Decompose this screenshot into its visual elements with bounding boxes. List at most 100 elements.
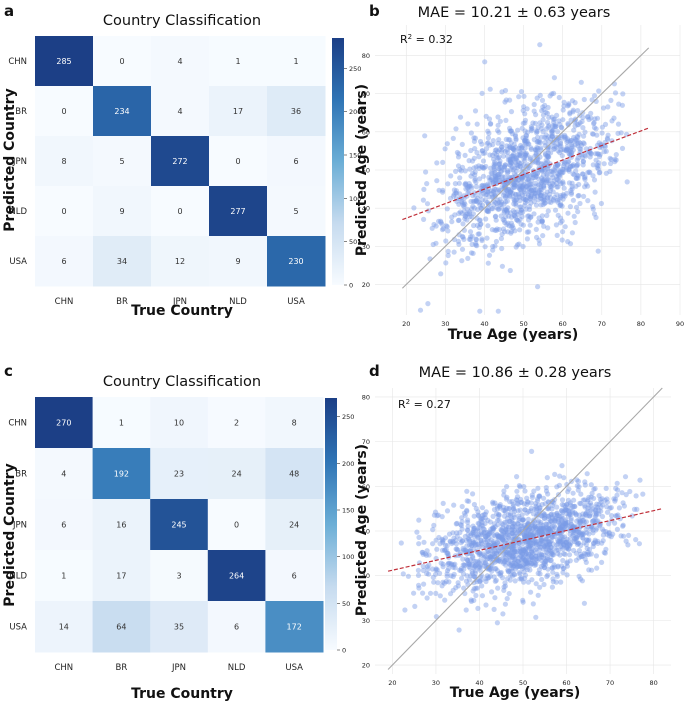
scatter-point — [541, 193, 547, 200]
scatter-point — [514, 500, 520, 506]
scatter-point — [497, 559, 504, 565]
scatter-point — [522, 535, 528, 541]
scatter-point — [557, 522, 564, 528]
scatter-point — [484, 235, 490, 241]
scatter-point — [567, 531, 573, 537]
scatter-point — [509, 568, 515, 574]
scatter-point — [572, 123, 578, 129]
scatter-point — [472, 108, 479, 114]
scatter-point — [457, 529, 463, 536]
scatter-point — [577, 120, 583, 126]
scatter-point — [437, 541, 443, 547]
scatter-point — [530, 540, 537, 546]
scatter-point — [492, 243, 498, 249]
scatter-point — [471, 565, 477, 571]
scatter-point — [506, 223, 512, 229]
scatter-point — [529, 178, 535, 184]
scatter-point — [468, 198, 474, 205]
scatter-point — [574, 518, 580, 524]
scatter-point — [518, 553, 524, 560]
scatter-point — [499, 231, 505, 237]
scatter-point — [532, 193, 538, 199]
scatter-point — [471, 531, 477, 537]
scatter-point — [500, 192, 507, 198]
scatter-point — [518, 552, 524, 559]
scatter-point — [555, 171, 561, 177]
scatter-point — [567, 149, 573, 155]
scatter-point — [467, 561, 473, 568]
scatter-point — [499, 147, 505, 153]
scatter-point — [480, 526, 486, 532]
scatter-point — [553, 163, 559, 169]
scatter-point — [507, 190, 513, 196]
scatter-point — [518, 499, 524, 505]
scatter-point — [566, 552, 573, 558]
scatter-point — [582, 556, 588, 562]
scatter-point — [460, 556, 466, 562]
scatter-point — [522, 560, 529, 566]
scatter-point — [507, 156, 513, 163]
scatter-point — [453, 521, 459, 527]
scatter-point — [525, 499, 531, 505]
heatmap-cell — [93, 86, 152, 137]
scatter-point — [529, 560, 536, 567]
scatter-point — [536, 493, 542, 499]
cell-value-label: 16 — [116, 521, 126, 530]
scatter-point — [604, 135, 611, 141]
scatter-point — [480, 544, 486, 550]
scatter-point — [567, 558, 573, 564]
scatter-point — [499, 168, 505, 174]
scatter-point — [466, 158, 472, 164]
scatter-point — [524, 534, 530, 540]
scatter-point — [424, 595, 430, 601]
scatter-point — [578, 542, 584, 549]
scatter-point — [518, 207, 525, 213]
scatter-point — [559, 218, 565, 224]
scatter-point — [561, 502, 567, 508]
scatter-point — [583, 153, 589, 159]
scatter-point — [511, 147, 517, 153]
scatter-point — [600, 538, 606, 544]
scatter-point — [519, 557, 525, 563]
scatter-point — [595, 166, 602, 172]
scatter-point — [551, 90, 557, 96]
scatter-point — [514, 180, 520, 186]
scatter-point — [533, 500, 539, 507]
scatter-point — [629, 513, 635, 519]
scatter-point — [505, 560, 511, 566]
scatter-point — [539, 108, 545, 114]
scatter-point — [439, 547, 446, 553]
x-tick-label: BR — [116, 297, 128, 307]
scatter-point — [504, 193, 510, 199]
scatter-point — [459, 538, 465, 544]
scatter-point — [469, 233, 475, 239]
scatter-point — [495, 536, 501, 543]
scatter-point — [516, 94, 522, 100]
scatter-point — [503, 117, 509, 123]
heatmap-cell — [209, 36, 268, 87]
scatter-point — [560, 546, 566, 552]
scatter-point — [591, 540, 597, 546]
scatter-point — [530, 120, 536, 126]
scatter-point — [619, 145, 626, 151]
scatter-point — [475, 525, 481, 531]
y-tick-label: NLD — [9, 207, 27, 217]
scatter-point — [557, 169, 564, 175]
scatter-point — [503, 162, 509, 168]
scatter-point — [509, 530, 515, 536]
scatter-point — [531, 137, 537, 143]
scatter-point — [521, 532, 527, 538]
scatter-point — [482, 559, 489, 566]
scatter-point — [567, 204, 574, 210]
scatter-point — [519, 192, 526, 198]
scatter-point — [551, 123, 558, 129]
scatter-point — [546, 177, 552, 184]
scatter-point — [565, 513, 572, 519]
scatter-point — [542, 134, 548, 141]
scatter-point — [577, 576, 584, 582]
scatter-point — [461, 208, 467, 214]
scatter-point — [520, 546, 526, 552]
scatter-point — [425, 566, 431, 572]
scatter-point — [537, 92, 543, 98]
scatter-point — [469, 214, 475, 220]
